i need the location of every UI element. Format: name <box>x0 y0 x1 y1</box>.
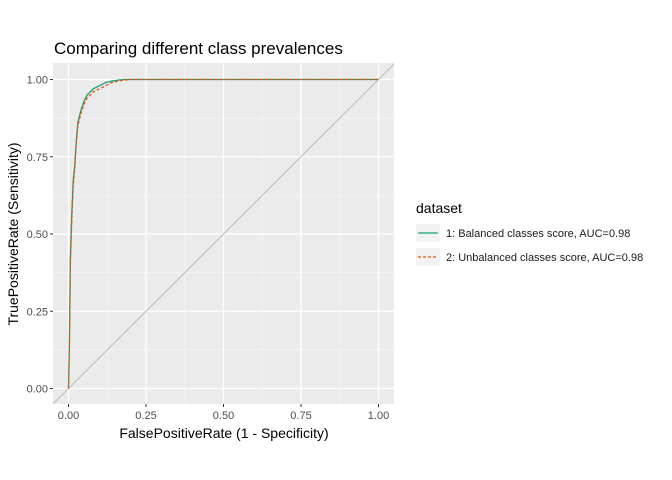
x-tick-label: 0.25 <box>135 410 156 422</box>
legend: dataset 1: Balanced classes score, AUC=0… <box>416 200 643 266</box>
y-tick-label: 1.00 <box>27 75 48 87</box>
y-tick-label: 0.00 <box>27 384 48 396</box>
legend-label-2: 2: Unbalanced classes score, AUC=0.98 <box>446 252 643 264</box>
y-tick-label: 0.75 <box>27 152 48 164</box>
chart-title: Comparing different class prevalences <box>54 39 343 58</box>
x-tick-label: 0.50 <box>213 410 234 422</box>
diagonal-reference-line <box>53 63 394 404</box>
y-tick-label: 0.50 <box>27 229 48 241</box>
y-axis: 0.00 0.25 0.50 0.75 1.00 <box>27 75 53 396</box>
series-layer <box>53 63 394 404</box>
x-axis-title: FalsePositiveRate (1 - Specificity) <box>119 425 328 441</box>
x-tick-label: 0.00 <box>58 410 79 422</box>
series-line-1 <box>67 78 379 389</box>
x-tick-label: 1.00 <box>368 410 389 422</box>
x-tick-label: 0.75 <box>290 410 311 422</box>
legend-label-1: 1: Balanced classes score, AUC=0.98 <box>446 228 630 240</box>
y-tick-label: 0.25 <box>27 306 48 318</box>
y-axis-title: TruePositiveRate (Sensitivity) <box>5 142 21 325</box>
x-axis: 0.00 0.25 0.50 0.75 1.00 <box>58 404 389 422</box>
legend-title: dataset <box>416 200 462 216</box>
